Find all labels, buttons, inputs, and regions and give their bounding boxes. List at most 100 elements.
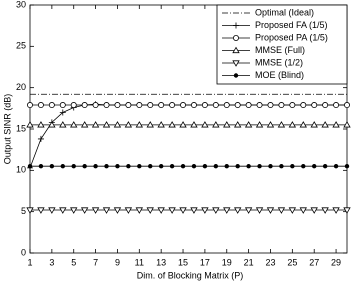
marker	[232, 35, 239, 42]
legend-label: MMSE (Full)	[255, 45, 305, 55]
marker	[80, 121, 89, 128]
marker	[201, 121, 209, 128]
marker	[102, 207, 111, 214]
x-tick-label: 13	[156, 257, 166, 267]
marker	[180, 163, 186, 169]
marker	[158, 163, 164, 169]
marker	[136, 102, 143, 109]
marker	[126, 163, 131, 169]
x-tick-label: 21	[244, 257, 254, 267]
marker	[202, 163, 208, 169]
x-tick-label: 5	[71, 257, 76, 267]
marker	[343, 207, 351, 214]
marker	[71, 163, 76, 169]
marker	[148, 163, 153, 169]
x-tick-label: 3	[49, 257, 54, 267]
marker	[179, 121, 187, 128]
marker	[38, 163, 44, 169]
marker	[92, 102, 99, 109]
marker	[343, 102, 350, 109]
marker	[332, 207, 340, 214]
marker	[125, 102, 132, 109]
marker	[70, 207, 78, 214]
marker	[233, 121, 242, 128]
marker	[310, 121, 318, 128]
marker	[289, 102, 296, 109]
marker	[180, 102, 187, 109]
marker	[59, 207, 67, 214]
marker	[48, 102, 55, 109]
marker	[37, 102, 44, 109]
y-tick-label: 15	[16, 123, 26, 133]
marker	[277, 121, 286, 128]
marker	[332, 121, 340, 128]
marker	[169, 163, 175, 169]
x-axis-label: Dim. of Blocking Matrix (P)	[137, 270, 244, 280]
marker	[37, 121, 45, 128]
y-tick-label: 25	[16, 41, 26, 51]
marker	[59, 109, 66, 116]
marker	[288, 207, 297, 214]
marker	[190, 121, 198, 128]
marker	[212, 207, 220, 214]
legend-label: MMSE (1/2)	[255, 57, 303, 67]
legend-box	[216, 4, 348, 85]
marker	[114, 102, 121, 109]
marker	[268, 163, 273, 169]
marker	[91, 207, 100, 214]
marker	[104, 163, 109, 169]
legend-label: Proposed FA (1/5)	[255, 20, 328, 30]
marker	[191, 163, 197, 169]
marker	[102, 121, 111, 128]
marker	[321, 121, 329, 128]
marker	[212, 102, 219, 109]
marker	[26, 207, 34, 214]
marker	[343, 121, 351, 128]
marker	[82, 163, 87, 169]
marker	[333, 102, 340, 109]
marker	[233, 207, 242, 214]
x-tick-label: 29	[331, 257, 341, 267]
marker	[70, 102, 77, 109]
marker	[70, 121, 78, 128]
marker	[157, 207, 165, 214]
marker	[234, 102, 241, 109]
marker	[232, 46, 240, 54]
marker	[158, 102, 165, 109]
x-tick-label: 17	[200, 257, 210, 267]
x-tick-label: 23	[265, 257, 275, 267]
x-tick-label: 19	[222, 257, 232, 267]
marker	[91, 121, 100, 128]
marker	[301, 163, 306, 169]
marker	[333, 163, 339, 169]
marker	[321, 207, 329, 214]
y-tick-label: 30	[16, 0, 26, 9]
marker	[168, 207, 176, 214]
legend-label: Proposed PA (1/5)	[255, 32, 328, 42]
marker	[257, 163, 262, 169]
x-tick-label: 27	[309, 257, 319, 267]
legend-label: MOE (Blind)	[255, 70, 304, 80]
marker	[124, 121, 133, 128]
marker	[212, 121, 220, 128]
marker	[147, 102, 154, 109]
marker	[311, 102, 318, 109]
marker	[267, 102, 274, 109]
marker	[277, 207, 286, 214]
marker	[232, 60, 240, 67]
x-tick-label: 25	[287, 257, 297, 267]
marker	[113, 207, 122, 214]
marker	[37, 135, 44, 142]
legend-label: Optimal (Ideal)	[255, 7, 314, 17]
marker	[246, 163, 251, 169]
y-tick-label: 20	[16, 82, 26, 92]
marker	[256, 102, 263, 109]
marker	[278, 102, 285, 109]
marker	[26, 102, 33, 109]
marker	[312, 163, 317, 169]
series-line	[29, 103, 347, 168]
marker	[115, 163, 120, 169]
marker	[223, 207, 231, 214]
